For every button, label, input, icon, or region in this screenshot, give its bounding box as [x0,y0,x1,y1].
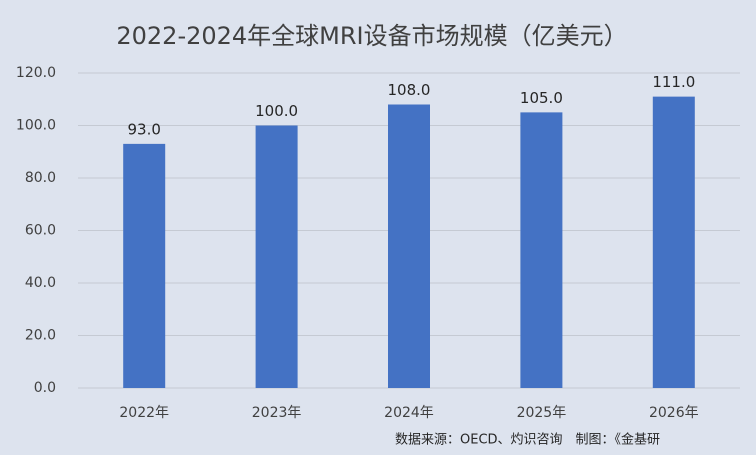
x-tick-label: 2024年 [384,405,434,421]
y-tick-label: 80.0 [25,170,56,186]
x-tick-label: 2025年 [517,405,567,421]
source-note: 数据来源：OECD、灼识咨询 制图：《金基研 [395,432,660,448]
y-tick-label: 120.0 [16,65,56,81]
bar [652,96,695,388]
x-tick-label: 2022年 [119,405,169,421]
value-label: 93.0 [127,120,160,138]
value-label: 111.0 [652,73,695,91]
y-tick-label: 0.0 [34,380,56,396]
x-tick-label: 2026年 [649,405,699,421]
bar [520,112,563,388]
value-label: 108.0 [388,81,431,99]
y-tick-label: 60.0 [25,223,56,239]
chart-title: 2022-2024年全球MRI设备市场规模（亿美元） [116,22,627,50]
y-tick-label: 40.0 [25,275,56,291]
y-tick-label: 20.0 [25,328,56,344]
bar [255,125,298,388]
value-label: 100.0 [255,102,298,120]
value-label: 105.0 [520,89,563,107]
x-tick-label: 2023年 [252,405,302,421]
bar [123,143,166,388]
y-tick-label: 100.0 [16,118,56,134]
bar [388,104,430,388]
